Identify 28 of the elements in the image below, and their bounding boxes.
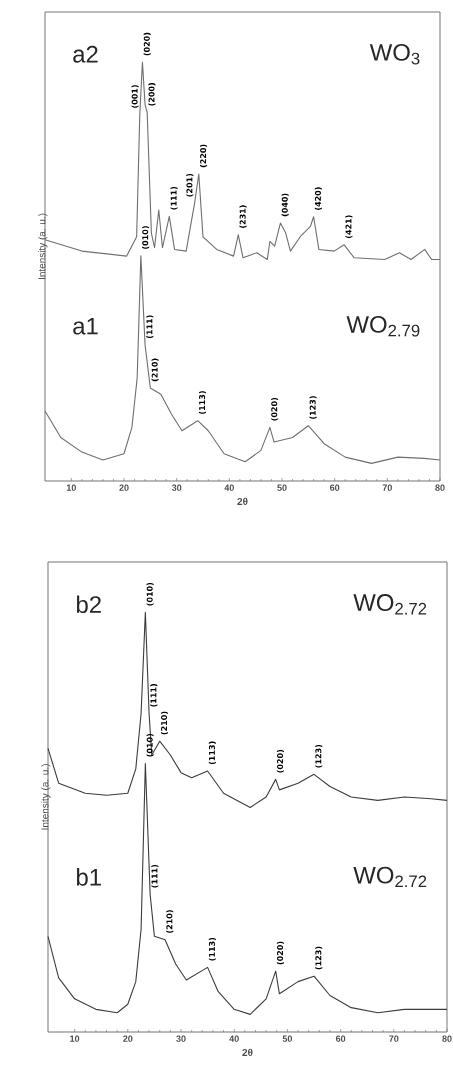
x-tick-label: 40	[229, 1035, 239, 1042]
x-tick-label: 80	[442, 1035, 452, 1042]
series-label: a1	[73, 317, 98, 335]
x-tick-label: 70	[382, 484, 392, 491]
x-tick-label: 30	[171, 484, 182, 491]
x-axis-title: 2θ	[237, 497, 248, 506]
y-axis-title: Intensity (a. u.)	[38, 213, 48, 279]
annotation: WO$_{2.79}$	[346, 315, 420, 337]
x-tick-label: 70	[389, 1035, 399, 1042]
x-axis-title: 2θ	[242, 1048, 253, 1057]
x-tick-label: 20	[119, 484, 129, 491]
x-tick-label: 50	[282, 1035, 293, 1042]
x-tick-label: 40	[224, 484, 234, 491]
series-label: a2	[73, 45, 98, 63]
x-tick-label: 10	[66, 484, 76, 491]
annotation: WO$_{2.72}$	[353, 594, 427, 615]
x-tick-label: 20	[123, 1035, 133, 1042]
x-tick-label: 60	[335, 1035, 346, 1042]
x-tick-label: 10	[70, 1035, 80, 1042]
series-label: b1	[77, 868, 101, 886]
annotation: WO$_{3}$	[369, 43, 420, 65]
y-axis-title: Intensity (a. u.)	[41, 764, 51, 830]
x-tick-label: 50	[277, 484, 287, 491]
x-tick-label: 80	[435, 484, 445, 491]
annotation: WO$_{2.72}$	[353, 866, 427, 888]
x-tick-label: 30	[176, 1035, 186, 1042]
series-label: b2	[77, 595, 101, 614]
x-tick-label: 60	[330, 484, 340, 491]
